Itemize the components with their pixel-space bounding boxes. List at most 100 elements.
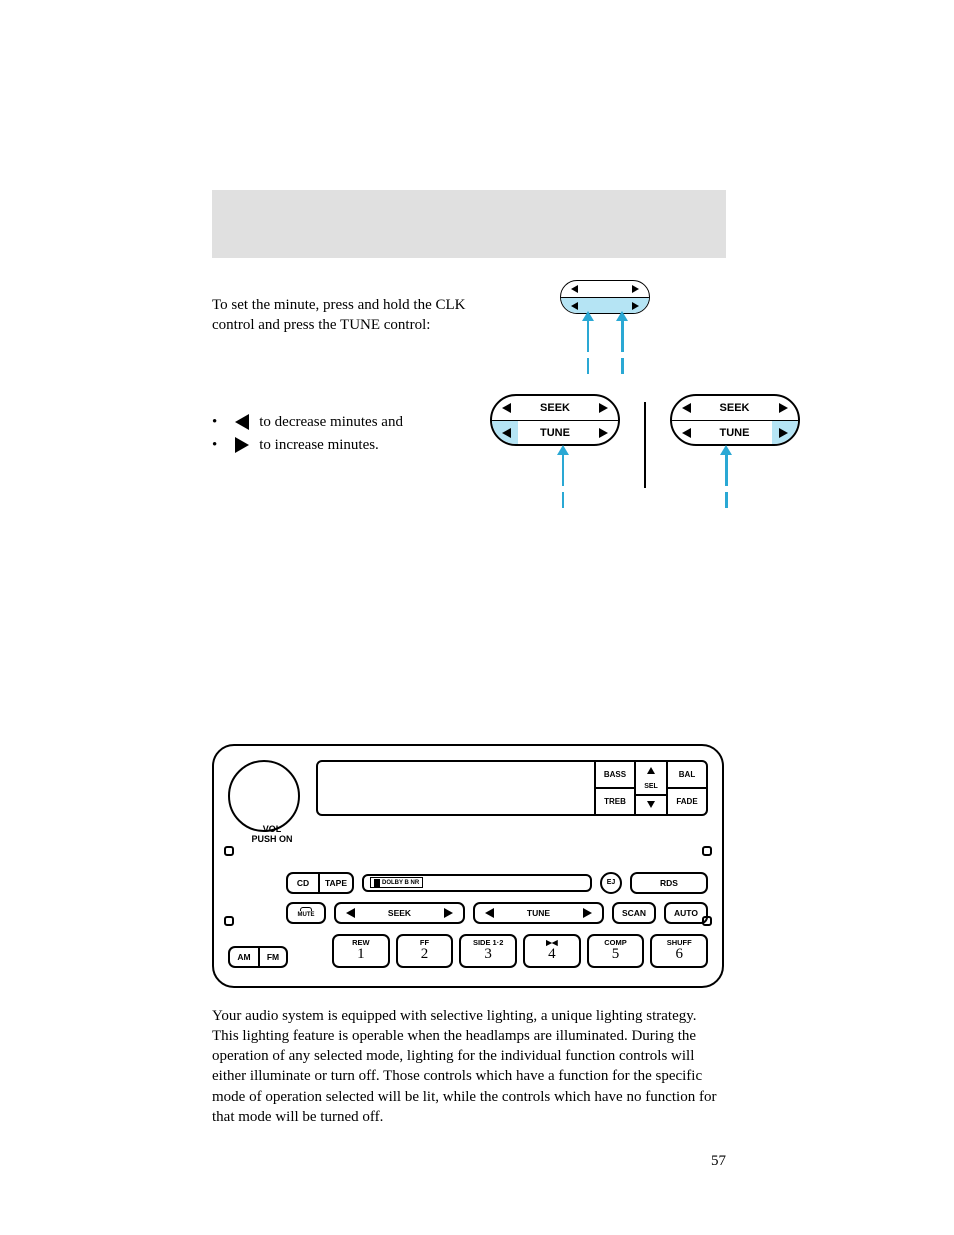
preset-num: 2 — [421, 947, 429, 962]
seek-button[interactable]: SEEK — [334, 902, 465, 924]
cassette-slot: DOLBY B NR — [362, 874, 592, 892]
tape-button[interactable]: TAPE — [318, 872, 354, 894]
tri-left-icon — [346, 908, 355, 918]
tri-right-icon — [444, 908, 453, 918]
preset-num: 4 — [548, 947, 556, 962]
phone-icon — [300, 907, 312, 911]
screw-icon — [702, 916, 712, 926]
tri-down-icon — [647, 801, 655, 808]
tune-button[interactable]: TUNE — [473, 902, 604, 924]
preset-5[interactable]: COMP 5 — [587, 934, 645, 968]
page: To set the minute, press and hold the CL… — [0, 0, 954, 1210]
vol-text: VOL — [263, 824, 282, 834]
preset-num: 3 — [484, 947, 492, 962]
sel-label: SEL — [636, 780, 666, 794]
preset-4[interactable]: ▶◀ 4 — [523, 934, 581, 968]
preset-2[interactable]: FF 2 — [396, 934, 454, 968]
arrow-up-icon — [725, 454, 728, 486]
seek-tune-left: SEEK TUNE — [490, 394, 620, 508]
seek-row: SEEK — [672, 396, 798, 420]
screw-icon — [224, 846, 234, 856]
bass-button[interactable]: BASS — [596, 762, 634, 787]
seek-btn-label: SEEK — [355, 908, 444, 918]
fade-button[interactable]: FADE — [668, 787, 706, 814]
mini-row-top — [561, 281, 649, 297]
seek-tune-right: SEEK TUNE — [670, 394, 800, 508]
triangle-left-icon — [235, 414, 249, 430]
preset-1[interactable]: REW 1 — [332, 934, 390, 968]
treb-button[interactable]: TREB — [596, 787, 634, 814]
vol-label: VOL PUSH ON — [234, 824, 310, 845]
seek-row: SEEK — [492, 396, 618, 420]
dolby-icon — [374, 879, 380, 887]
am-fm-pair: AM FM — [228, 946, 288, 968]
bal-button[interactable]: BAL — [668, 762, 706, 787]
tri-left-icon — [485, 908, 494, 918]
mini-arrows — [550, 316, 660, 374]
arrow-dash — [562, 492, 565, 508]
page-number: 57 — [212, 1153, 726, 1170]
preset-num: 1 — [357, 947, 365, 962]
display-col-bass-treb: BASS TREB — [594, 762, 634, 814]
vertical-divider — [644, 402, 646, 488]
fm-button[interactable]: FM — [258, 946, 288, 968]
sel-down-button[interactable] — [636, 794, 666, 814]
am-button[interactable]: AM — [228, 946, 258, 968]
arrow-up-icon — [562, 454, 565, 486]
arrow-dash — [725, 492, 728, 508]
sel-up-button[interactable] — [636, 762, 666, 780]
scan-button[interactable]: SCAN — [612, 902, 656, 924]
cd-tape-pair: CD TAPE — [286, 872, 354, 894]
radio-panel: BASS TREB SEL BAL FADE VOL PUSH — [212, 744, 724, 988]
tri-left-icon — [502, 428, 511, 438]
triangle-right-icon — [235, 437, 249, 453]
tri-right-icon — [583, 908, 592, 918]
bullet-dot — [212, 414, 225, 431]
bullet-decrease-text: to decrease minutes and — [259, 414, 403, 431]
display-col-bal-fade: BAL FADE — [666, 762, 706, 814]
dolby-text: DOLBY B NR — [382, 880, 419, 886]
push-on-text: PUSH ON — [251, 834, 292, 844]
body-paragraph: Your audio system is equipped with selec… — [212, 1006, 726, 1128]
ej-label: EJ — [607, 879, 616, 886]
mini-tri-left-icon — [571, 302, 578, 310]
display-col-sel: SEL — [634, 762, 666, 814]
tri-left-icon — [682, 428, 691, 438]
diagram-mini-pill — [550, 280, 660, 374]
mini-tri-right-icon — [632, 302, 639, 310]
radio-display: BASS TREB SEL BAL FADE — [316, 760, 708, 816]
preset-3[interactable]: SIDE 1·2 3 — [459, 934, 517, 968]
mini-tri-right-icon — [632, 285, 639, 293]
tri-right-icon — [599, 428, 608, 438]
rds-button[interactable]: RDS — [630, 872, 708, 894]
tune-row-left-hl: TUNE — [492, 420, 618, 444]
arrow-dash — [587, 358, 590, 374]
bullet-dot — [212, 437, 225, 454]
intro-text: To set the minute, press and hold the CL… — [212, 295, 472, 336]
mute-label: MUTE — [298, 912, 315, 918]
tri-up-icon — [647, 767, 655, 774]
display-screen — [318, 762, 594, 814]
screw-icon — [702, 846, 712, 856]
preset-num: 6 — [675, 947, 683, 962]
arrow-dash — [621, 358, 624, 374]
tri-right-icon — [599, 403, 608, 413]
tune-row-right-hl: TUNE — [672, 420, 798, 444]
volume-knob[interactable] — [228, 760, 300, 832]
tri-right-icon — [779, 403, 788, 413]
bullet-increase-text: to increase minutes. — [259, 437, 379, 454]
mini-row-bottom — [561, 297, 649, 313]
arrow-up-icon — [621, 320, 624, 352]
diagram-seek-tune: SEEK TUNE — [490, 394, 800, 508]
tune-btn-label: TUNE — [494, 908, 583, 918]
preset-6[interactable]: SHUFF 6 — [650, 934, 708, 968]
preset-num: 5 — [612, 947, 620, 962]
screw-icon — [224, 916, 234, 926]
mini-tri-left-icon — [571, 285, 578, 293]
eject-button[interactable]: EJ — [600, 872, 622, 894]
mute-button[interactable]: MUTE — [286, 902, 326, 924]
tri-left-icon — [682, 403, 691, 413]
arrow-left-col — [546, 450, 565, 508]
preset-row: REW 1 FF 2 SIDE 1·2 3 ▶◀ 4 — [332, 934, 708, 968]
cd-button[interactable]: CD — [286, 872, 318, 894]
